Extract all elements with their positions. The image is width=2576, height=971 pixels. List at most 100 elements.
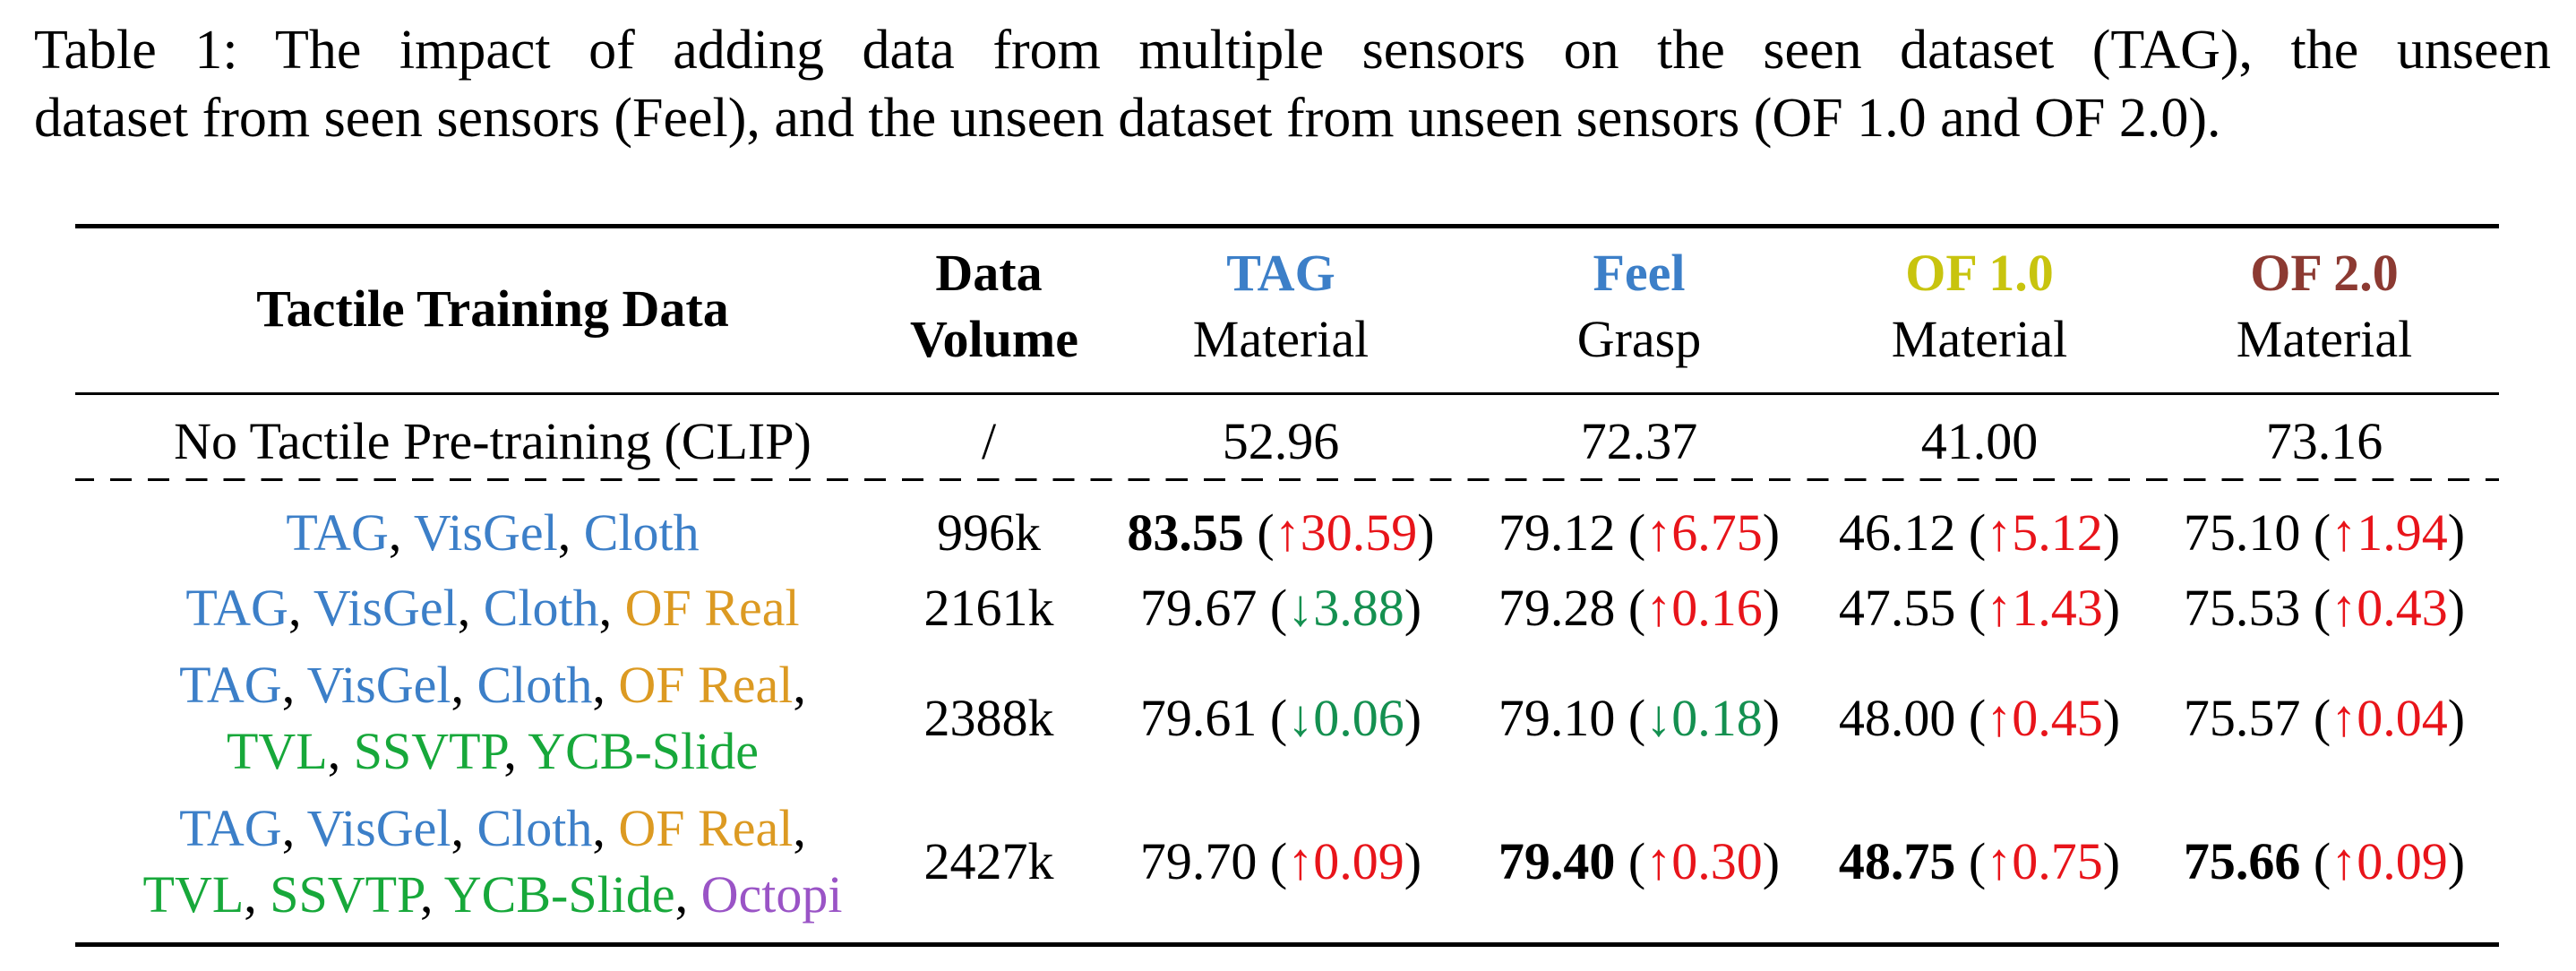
row2-of1: 47.55 (↑1.43)	[1838, 579, 2121, 637]
metric-value: 79.61	[1139, 689, 1258, 747]
metric-delta: ↑0.09	[2331, 832, 2448, 890]
metric-value: 75.66	[2183, 832, 2301, 890]
metric-delta: ↑30.59	[1274, 503, 1418, 562]
metric-delta: ↑6.75	[1645, 503, 1763, 562]
metric-value: 79.70	[1139, 832, 1258, 890]
header-of2-name: OF 2.0	[2250, 244, 2399, 302]
row3-of2: 75.57 (↑0.04)	[2183, 689, 2466, 747]
dataset-name: VisGel	[313, 579, 458, 637]
metric-value: 79.10	[1498, 689, 1616, 747]
row4-volume: 2427k	[923, 832, 1054, 890]
metric-delta: ↑0.04	[2331, 689, 2448, 747]
dataset-name: Cloth	[583, 503, 700, 562]
row4-datasets-line2: TVL, SSVTP, YCB-Slide, Octopi	[142, 865, 843, 924]
row3-datasets-line1: TAG, VisGel, Cloth, OF Real,	[179, 656, 806, 714]
baseline-of1: 41.00	[1920, 412, 2039, 470]
row4-of1: 48.75 (↑0.75)	[1838, 832, 2121, 890]
row2-tag: 79.67 (↓3.88)	[1139, 579, 1422, 637]
row1-datasets: TAG, VisGel, Cloth	[286, 503, 700, 562]
dataset-name: Cloth	[477, 656, 593, 714]
metric-value: 75.10	[2183, 503, 2301, 562]
metric-value: 83.55	[1127, 503, 1244, 562]
metric-value: 75.53	[2183, 579, 2301, 637]
row4-tag: 79.70 (↑0.09)	[1139, 832, 1422, 890]
metric-delta: ↑0.09	[1287, 832, 1404, 890]
metric-delta: ↓3.88	[1287, 579, 1404, 637]
metric-delta: ↓0.18	[1645, 689, 1763, 747]
table-top-rule	[75, 224, 2499, 228]
dataset-name: VisGel	[306, 799, 451, 857]
table-caption: Table 1: The impact of adding data from …	[34, 16, 2551, 152]
metric-value: 48.00	[1838, 689, 1956, 747]
baseline-feel: 72.37	[1580, 412, 1698, 470]
metric-value: 79.67	[1139, 579, 1258, 637]
metric-delta: ↓0.06	[1287, 689, 1404, 747]
metric-delta: ↑0.45	[1986, 689, 2103, 747]
row3-feel: 79.10 (↓0.18)	[1498, 689, 1781, 747]
dataset-name: TAG	[179, 799, 282, 857]
row4-feel: 79.40 (↑0.30)	[1498, 832, 1781, 890]
metric-delta: ↑1.94	[2331, 503, 2448, 562]
row2-datasets: TAG, VisGel, Cloth, OF Real	[185, 579, 800, 637]
row3-of1: 48.00 (↑0.45)	[1838, 689, 2121, 747]
metric-delta: ↑0.43	[2331, 579, 2448, 637]
table-dashed-rule	[75, 478, 2499, 481]
dataset-name: YCB-Slide	[528, 722, 760, 780]
row2-feel: 79.28 (↑0.16)	[1498, 579, 1781, 637]
metric-value: 79.28	[1498, 579, 1616, 637]
row1-tag: 83.55 (↑30.59)	[1127, 503, 1435, 562]
metric-delta: ↑0.16	[1645, 579, 1763, 637]
row2-volume: 2161k	[923, 579, 1054, 637]
row1-of1: 46.12 (↑5.12)	[1838, 503, 2121, 562]
dataset-name: OF Real	[618, 656, 794, 714]
dataset-name: TVL	[142, 865, 245, 924]
table-bottom-rule	[75, 942, 2499, 947]
metric-value: 47.55	[1838, 579, 1956, 637]
dataset-name: TVL	[226, 722, 328, 780]
dataset-name: OF Real	[624, 579, 800, 637]
row4-of2: 75.66 (↑0.09)	[2183, 832, 2466, 890]
row2-of2: 75.53 (↑0.43)	[2183, 579, 2466, 637]
dataset-name: SSVTP	[270, 865, 420, 924]
caption-line-2: dataset from seen sensors (Feel), and th…	[34, 88, 2221, 149]
header-tag-task: Material	[1192, 310, 1370, 368]
dataset-name: Octopi	[700, 865, 843, 924]
metric-value: 46.12	[1838, 503, 1956, 562]
metric-delta: ↑0.30	[1645, 832, 1763, 890]
dataset-name: VisGel	[413, 503, 558, 562]
header-training-data: Tactile Training Data	[256, 279, 729, 338]
row3-volume: 2388k	[923, 689, 1054, 747]
row1-volume: 996k	[937, 503, 1041, 562]
row1-of2: 75.10 (↑1.94)	[2183, 503, 2466, 562]
header-volume-line1: Data	[935, 244, 1043, 302]
row4-datasets-line1: TAG, VisGel, Cloth, OF Real,	[179, 799, 806, 857]
header-of1-name: OF 1.0	[1905, 244, 2054, 302]
header-feel-name: Feel	[1593, 244, 1686, 302]
dataset-name: YCB-Slide	[443, 865, 675, 924]
table-header-rule	[75, 392, 2499, 395]
baseline-name: No Tactile Pre-training (CLIP)	[174, 412, 811, 470]
row1-feel: 79.12 (↑6.75)	[1498, 503, 1781, 562]
metric-value: 79.40	[1498, 832, 1616, 890]
header-volume-line2: Volume	[910, 310, 1078, 368]
row3-tag: 79.61 (↓0.06)	[1139, 689, 1422, 747]
dataset-name: Cloth	[483, 579, 599, 637]
dataset-name: TAG	[179, 656, 282, 714]
dataset-name: SSVTP	[353, 722, 504, 780]
dataset-name: TAG	[185, 579, 288, 637]
header-of2-task: Material	[2236, 310, 2413, 368]
header-feel-task: Grasp	[1576, 310, 1702, 368]
dataset-name: Cloth	[477, 799, 593, 857]
row3-datasets-line2: TVL, SSVTP, YCB-Slide	[226, 722, 760, 780]
dataset-name: OF Real	[618, 799, 794, 857]
metric-delta: ↑0.75	[1986, 832, 2103, 890]
dataset-name: TAG	[286, 503, 389, 562]
header-tag-name: TAG	[1226, 244, 1335, 302]
header-of1-task: Material	[1891, 310, 2068, 368]
metric-value: 48.75	[1838, 832, 1956, 890]
metric-value: 79.12	[1498, 503, 1616, 562]
metric-value: 75.57	[2183, 689, 2301, 747]
metric-delta: ↑5.12	[1986, 503, 2103, 562]
baseline-of2: 73.16	[2265, 412, 2383, 470]
